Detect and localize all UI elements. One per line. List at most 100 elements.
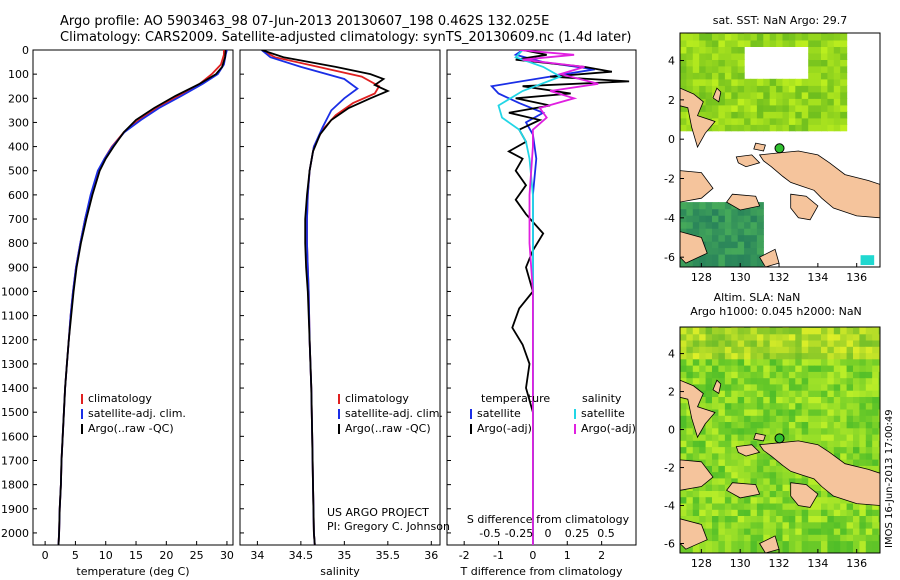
field-cell <box>737 247 745 255</box>
g-temp-series <box>57 50 228 545</box>
y-tick-label: 0 <box>668 424 675 437</box>
field-cell <box>750 396 758 404</box>
field-cell <box>872 390 880 397</box>
field-cell <box>750 377 758 385</box>
field-cell <box>724 415 732 422</box>
y-tick-label: 2 <box>668 386 675 399</box>
field-cell <box>769 408 777 416</box>
field-cell <box>680 202 687 210</box>
field-cell <box>737 59 745 67</box>
field-cell <box>692 46 700 54</box>
field-cell <box>769 98 777 106</box>
sst-map-title: sat. SST: NaN Argo: 29.7 <box>713 14 847 27</box>
field-cell <box>801 39 809 47</box>
field-cell <box>750 415 758 422</box>
field-cell <box>814 540 822 548</box>
field-cell <box>801 365 809 372</box>
field-cell <box>840 333 848 341</box>
y-tick-label: 4 <box>668 55 675 68</box>
field-cell <box>788 365 796 372</box>
field-cell <box>724 471 732 479</box>
field-cell <box>853 327 860 335</box>
field-cell <box>795 111 803 119</box>
field-cell <box>744 427 752 435</box>
field-cell <box>776 540 784 548</box>
field-cell <box>724 534 732 542</box>
field-cell <box>808 377 816 385</box>
field-cell <box>686 509 694 516</box>
field-cell <box>737 527 745 535</box>
field-cell <box>750 33 758 41</box>
field-cell <box>840 65 848 73</box>
field-cell <box>705 72 713 80</box>
field-cell <box>756 427 764 435</box>
field-cell <box>731 396 739 404</box>
field-cell <box>718 228 726 236</box>
field-cell <box>859 440 867 448</box>
field-cell <box>756 247 764 255</box>
y-tick-label: -4 <box>664 212 675 225</box>
field-cell <box>744 208 752 216</box>
field-cell <box>859 427 867 435</box>
field-cell <box>769 124 777 132</box>
field-cell <box>718 452 726 460</box>
field-cell <box>821 91 828 99</box>
field-cell <box>763 484 771 491</box>
field-cell <box>872 415 880 422</box>
field-cell <box>808 415 816 422</box>
field-cell <box>840 72 848 80</box>
field-cell <box>756 98 764 106</box>
x-tick-label: 30 <box>220 549 234 562</box>
field-cell <box>750 496 758 504</box>
field-cell <box>756 446 764 454</box>
field-cell <box>769 477 777 485</box>
field-cell <box>763 502 771 510</box>
field-cell <box>699 104 707 112</box>
field-cell <box>705 228 713 236</box>
field-cell <box>712 39 719 47</box>
field-cell <box>686 72 694 80</box>
field-cell <box>744 352 752 360</box>
x-tick-label: 15 <box>129 549 143 562</box>
field-cell <box>795 515 803 523</box>
field-cell <box>699 396 707 404</box>
field-cell <box>744 234 752 242</box>
field-cell <box>878 509 880 516</box>
field-cell <box>833 408 841 416</box>
legend-label: climatology <box>88 392 152 405</box>
y-tick-label: 400 <box>8 141 29 154</box>
field-cell <box>808 546 816 553</box>
field-cell <box>744 39 752 47</box>
field-cell <box>763 111 771 119</box>
field-cell <box>859 546 867 553</box>
field-cell <box>718 515 726 523</box>
field-cell <box>692 327 700 335</box>
field-cell <box>756 459 764 466</box>
field-cell <box>865 327 873 335</box>
legend-title-temperature: temperature <box>481 392 550 405</box>
field-cell <box>699 440 707 448</box>
field-cell <box>724 490 732 498</box>
field-cell <box>750 117 758 125</box>
field-cell <box>782 433 790 441</box>
field-cell <box>769 352 777 360</box>
field-cell <box>801 521 809 529</box>
field-cell <box>788 78 796 86</box>
field-cell <box>821 59 828 67</box>
y-tick-label: -6 <box>664 538 675 551</box>
y-tick-label: 600 <box>8 189 29 202</box>
legend-label: Argo(-adj) <box>477 422 532 435</box>
field-cell <box>712 202 719 210</box>
field-cell <box>724 78 732 86</box>
field-cell <box>724 390 732 397</box>
argo-float-marker <box>774 143 785 154</box>
field-cell <box>724 383 732 391</box>
field-cell <box>865 440 873 448</box>
field-cell <box>782 471 790 479</box>
field-cell <box>814 396 822 404</box>
field-cell <box>756 490 764 498</box>
field-cell <box>833 72 841 80</box>
field-cell <box>788 496 796 504</box>
field-cell <box>731 52 739 60</box>
field-cell <box>750 254 758 262</box>
